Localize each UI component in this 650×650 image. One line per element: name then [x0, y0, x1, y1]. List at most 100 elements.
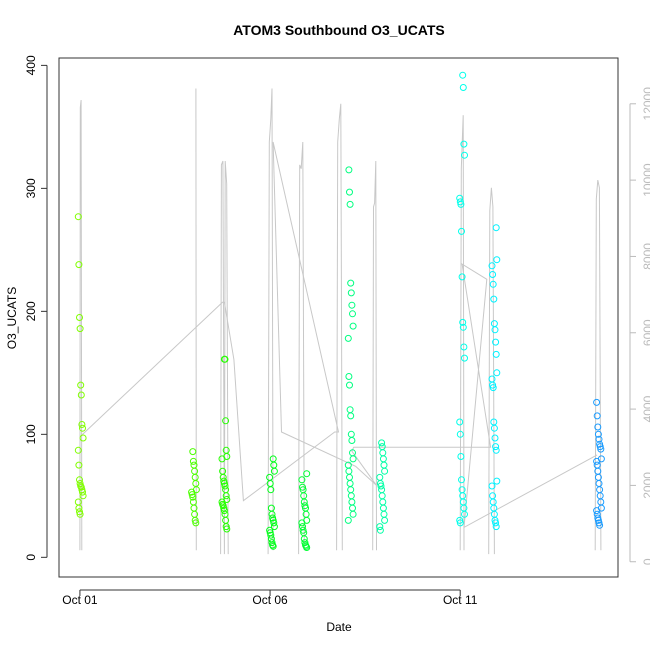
data-point [346, 381, 353, 389]
data-point [269, 542, 277, 550]
data-point [270, 467, 278, 475]
data-point [380, 510, 388, 518]
y-tick-label: 300 [24, 178, 38, 198]
data-point [492, 443, 500, 451]
data-points [74, 71, 605, 551]
data-point [266, 473, 274, 481]
data-point [348, 498, 356, 506]
data-point [267, 504, 275, 512]
y2-tick-label: 4000 [641, 395, 650, 422]
data-point [349, 322, 357, 330]
data-point [303, 470, 311, 478]
data-point [459, 323, 467, 331]
data-point [345, 373, 353, 380]
data-point [348, 437, 356, 444]
data-point [459, 84, 467, 91]
data-point [303, 544, 311, 551]
data-point [270, 523, 278, 531]
x-tick-label: Oct 06 [252, 593, 288, 607]
data-point [596, 521, 604, 529]
data-point [218, 455, 226, 463]
data-point [492, 224, 500, 232]
data-point [458, 273, 466, 281]
altitude-trace [336, 103, 343, 551]
data-point [488, 262, 496, 270]
data-point [376, 473, 384, 481]
data-point [192, 519, 200, 527]
data-point [347, 289, 355, 297]
data-point [222, 417, 230, 425]
data-point [79, 434, 87, 442]
data-point [459, 318, 467, 326]
data-point [223, 525, 231, 533]
data-point [493, 477, 501, 485]
data-point [492, 519, 500, 527]
plot-frame [58, 57, 619, 578]
data-point [593, 398, 601, 406]
data-point [593, 412, 601, 420]
altitude-traces [79, 88, 602, 555]
data-point [492, 523, 500, 531]
data-point [491, 326, 499, 334]
data-point [349, 310, 356, 318]
data-point [490, 424, 498, 432]
altitude-trace [267, 88, 274, 555]
data-point [79, 488, 86, 496]
data-point [491, 434, 499, 442]
data-point [489, 384, 497, 392]
data-point [379, 455, 387, 463]
data-point [381, 516, 389, 524]
data-point [344, 334, 352, 342]
data-point [346, 200, 354, 208]
data-point [488, 482, 496, 490]
data-point [347, 412, 355, 420]
data-point [378, 492, 386, 500]
data-point [456, 519, 464, 527]
data-point [349, 510, 357, 518]
data-point [74, 446, 82, 454]
data-point [221, 510, 229, 518]
data-point [461, 354, 468, 362]
y2-tick-label: 6000 [641, 319, 650, 346]
data-point [458, 227, 465, 235]
data-point [347, 430, 355, 438]
data-point [347, 279, 355, 287]
data-point [489, 271, 497, 278]
data-point [493, 369, 501, 377]
data-point [345, 166, 353, 174]
data-point [596, 486, 604, 494]
data-point [348, 301, 356, 309]
data-point [221, 482, 229, 490]
data-point [459, 71, 467, 79]
data-point [267, 531, 275, 539]
data-point [76, 510, 84, 518]
x-tick-label: Oct 01 [62, 593, 98, 607]
data-point [298, 519, 306, 527]
y-tick-label: 100 [24, 424, 38, 444]
y-axis-label: O3_UCATS [5, 287, 19, 349]
data-point [220, 507, 228, 515]
altitude-trace [80, 141, 598, 529]
data-point [460, 140, 468, 148]
data-point [379, 504, 387, 512]
data-point [76, 314, 83, 321]
y2-tick-label: 8000 [641, 243, 650, 270]
data-point [379, 498, 387, 506]
data-point [378, 439, 386, 447]
y2-tick-label: 10000 [641, 163, 650, 197]
data-point [490, 295, 498, 303]
data-point [459, 498, 467, 506]
data-point [222, 492, 230, 500]
data-point [597, 445, 605, 453]
data-point [76, 325, 84, 333]
data-point [381, 467, 389, 475]
data-point [489, 280, 497, 288]
data-point [376, 523, 384, 531]
data-point [346, 406, 354, 414]
data-point [74, 213, 82, 221]
data-point [456, 418, 464, 426]
data-point [191, 473, 199, 481]
data-point [379, 449, 387, 457]
data-point [594, 430, 602, 438]
data-point [347, 486, 355, 494]
